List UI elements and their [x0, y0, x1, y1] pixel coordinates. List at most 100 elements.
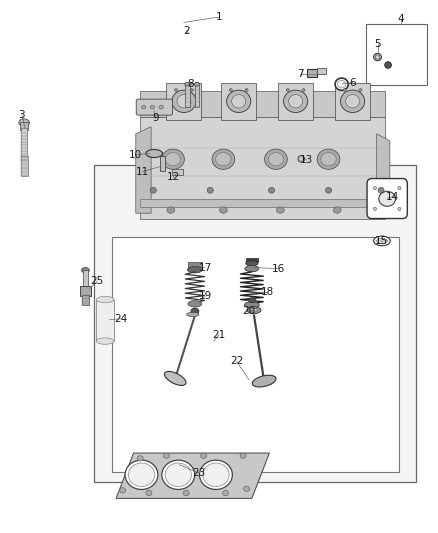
Ellipse shape [146, 490, 152, 496]
Bar [160, 156, 165, 171]
Ellipse shape [146, 150, 162, 158]
Bar [140, 92, 385, 117]
Ellipse shape [96, 338, 114, 344]
Text: 24: 24 [114, 314, 127, 324]
Ellipse shape [81, 268, 89, 273]
Text: 12: 12 [166, 172, 180, 182]
Text: 8: 8 [187, 79, 194, 89]
Ellipse shape [374, 53, 381, 61]
Ellipse shape [207, 188, 213, 193]
Ellipse shape [346, 95, 360, 108]
Ellipse shape [252, 375, 276, 387]
Ellipse shape [341, 90, 364, 112]
Ellipse shape [284, 90, 308, 112]
Ellipse shape [343, 88, 346, 91]
Ellipse shape [227, 90, 251, 112]
Text: 23: 23 [193, 469, 206, 478]
Text: 11: 11 [136, 167, 149, 176]
Ellipse shape [166, 152, 180, 166]
Ellipse shape [159, 106, 163, 109]
Ellipse shape [150, 106, 155, 109]
Ellipse shape [373, 187, 376, 190]
Ellipse shape [162, 460, 195, 489]
Polygon shape [377, 134, 390, 213]
Bar [335, 83, 370, 120]
Ellipse shape [172, 90, 196, 112]
Text: 15: 15 [374, 236, 388, 246]
Ellipse shape [321, 152, 336, 166]
FancyBboxPatch shape [136, 99, 173, 115]
Ellipse shape [299, 157, 303, 161]
Text: 25: 25 [91, 277, 104, 286]
Ellipse shape [240, 453, 246, 458]
Ellipse shape [125, 460, 158, 489]
Ellipse shape [276, 207, 284, 213]
Bar [246, 258, 258, 262]
Ellipse shape [325, 188, 332, 193]
Ellipse shape [375, 55, 380, 59]
Ellipse shape [201, 453, 207, 458]
Ellipse shape [333, 207, 341, 213]
Ellipse shape [244, 486, 250, 491]
Bar [96, 300, 114, 341]
Ellipse shape [163, 453, 170, 458]
Ellipse shape [289, 95, 303, 108]
Text: 22: 22 [230, 357, 243, 366]
Text: 2: 2 [183, 26, 190, 36]
Ellipse shape [245, 265, 259, 272]
Ellipse shape [337, 80, 346, 88]
Text: 18: 18 [261, 287, 274, 297]
Bar [21, 128, 27, 157]
Ellipse shape [128, 463, 155, 487]
Bar [317, 68, 326, 74]
Ellipse shape [183, 490, 189, 496]
Ellipse shape [219, 207, 227, 213]
Ellipse shape [212, 149, 235, 169]
Text: 4: 4 [397, 14, 404, 23]
Ellipse shape [19, 119, 29, 126]
Ellipse shape [335, 78, 348, 90]
Ellipse shape [232, 95, 246, 108]
Ellipse shape [377, 238, 387, 244]
Ellipse shape [199, 460, 232, 489]
Ellipse shape [251, 308, 258, 312]
Ellipse shape [268, 152, 284, 166]
Ellipse shape [286, 88, 290, 91]
Text: 10: 10 [129, 150, 142, 159]
Ellipse shape [248, 297, 255, 303]
Ellipse shape [141, 106, 146, 109]
Bar [20, 122, 28, 130]
Text: 19: 19 [198, 292, 212, 301]
Bar [21, 156, 28, 176]
Bar [83, 270, 88, 288]
Ellipse shape [298, 156, 305, 162]
Bar [221, 83, 256, 120]
Ellipse shape [385, 62, 392, 68]
Text: 1: 1 [215, 12, 223, 22]
Bar [166, 83, 201, 120]
Ellipse shape [378, 188, 384, 193]
Text: 14: 14 [385, 192, 399, 202]
Ellipse shape [190, 88, 193, 91]
Text: 3: 3 [18, 110, 25, 119]
Ellipse shape [265, 149, 287, 169]
Ellipse shape [96, 296, 114, 303]
Ellipse shape [379, 191, 396, 206]
Bar [140, 117, 385, 219]
Text: 21: 21 [212, 330, 226, 340]
Polygon shape [136, 127, 151, 213]
Ellipse shape [165, 463, 191, 487]
Bar [195, 85, 199, 107]
Ellipse shape [302, 88, 305, 91]
Ellipse shape [317, 149, 340, 169]
Text: 16: 16 [272, 264, 285, 273]
Ellipse shape [162, 149, 184, 169]
Text: 7: 7 [297, 69, 304, 78]
Ellipse shape [398, 207, 401, 211]
Text: 5: 5 [374, 39, 381, 49]
Ellipse shape [185, 82, 190, 86]
Bar [185, 85, 190, 107]
Ellipse shape [194, 82, 200, 86]
Ellipse shape [268, 188, 275, 193]
Text: 20: 20 [242, 306, 255, 316]
